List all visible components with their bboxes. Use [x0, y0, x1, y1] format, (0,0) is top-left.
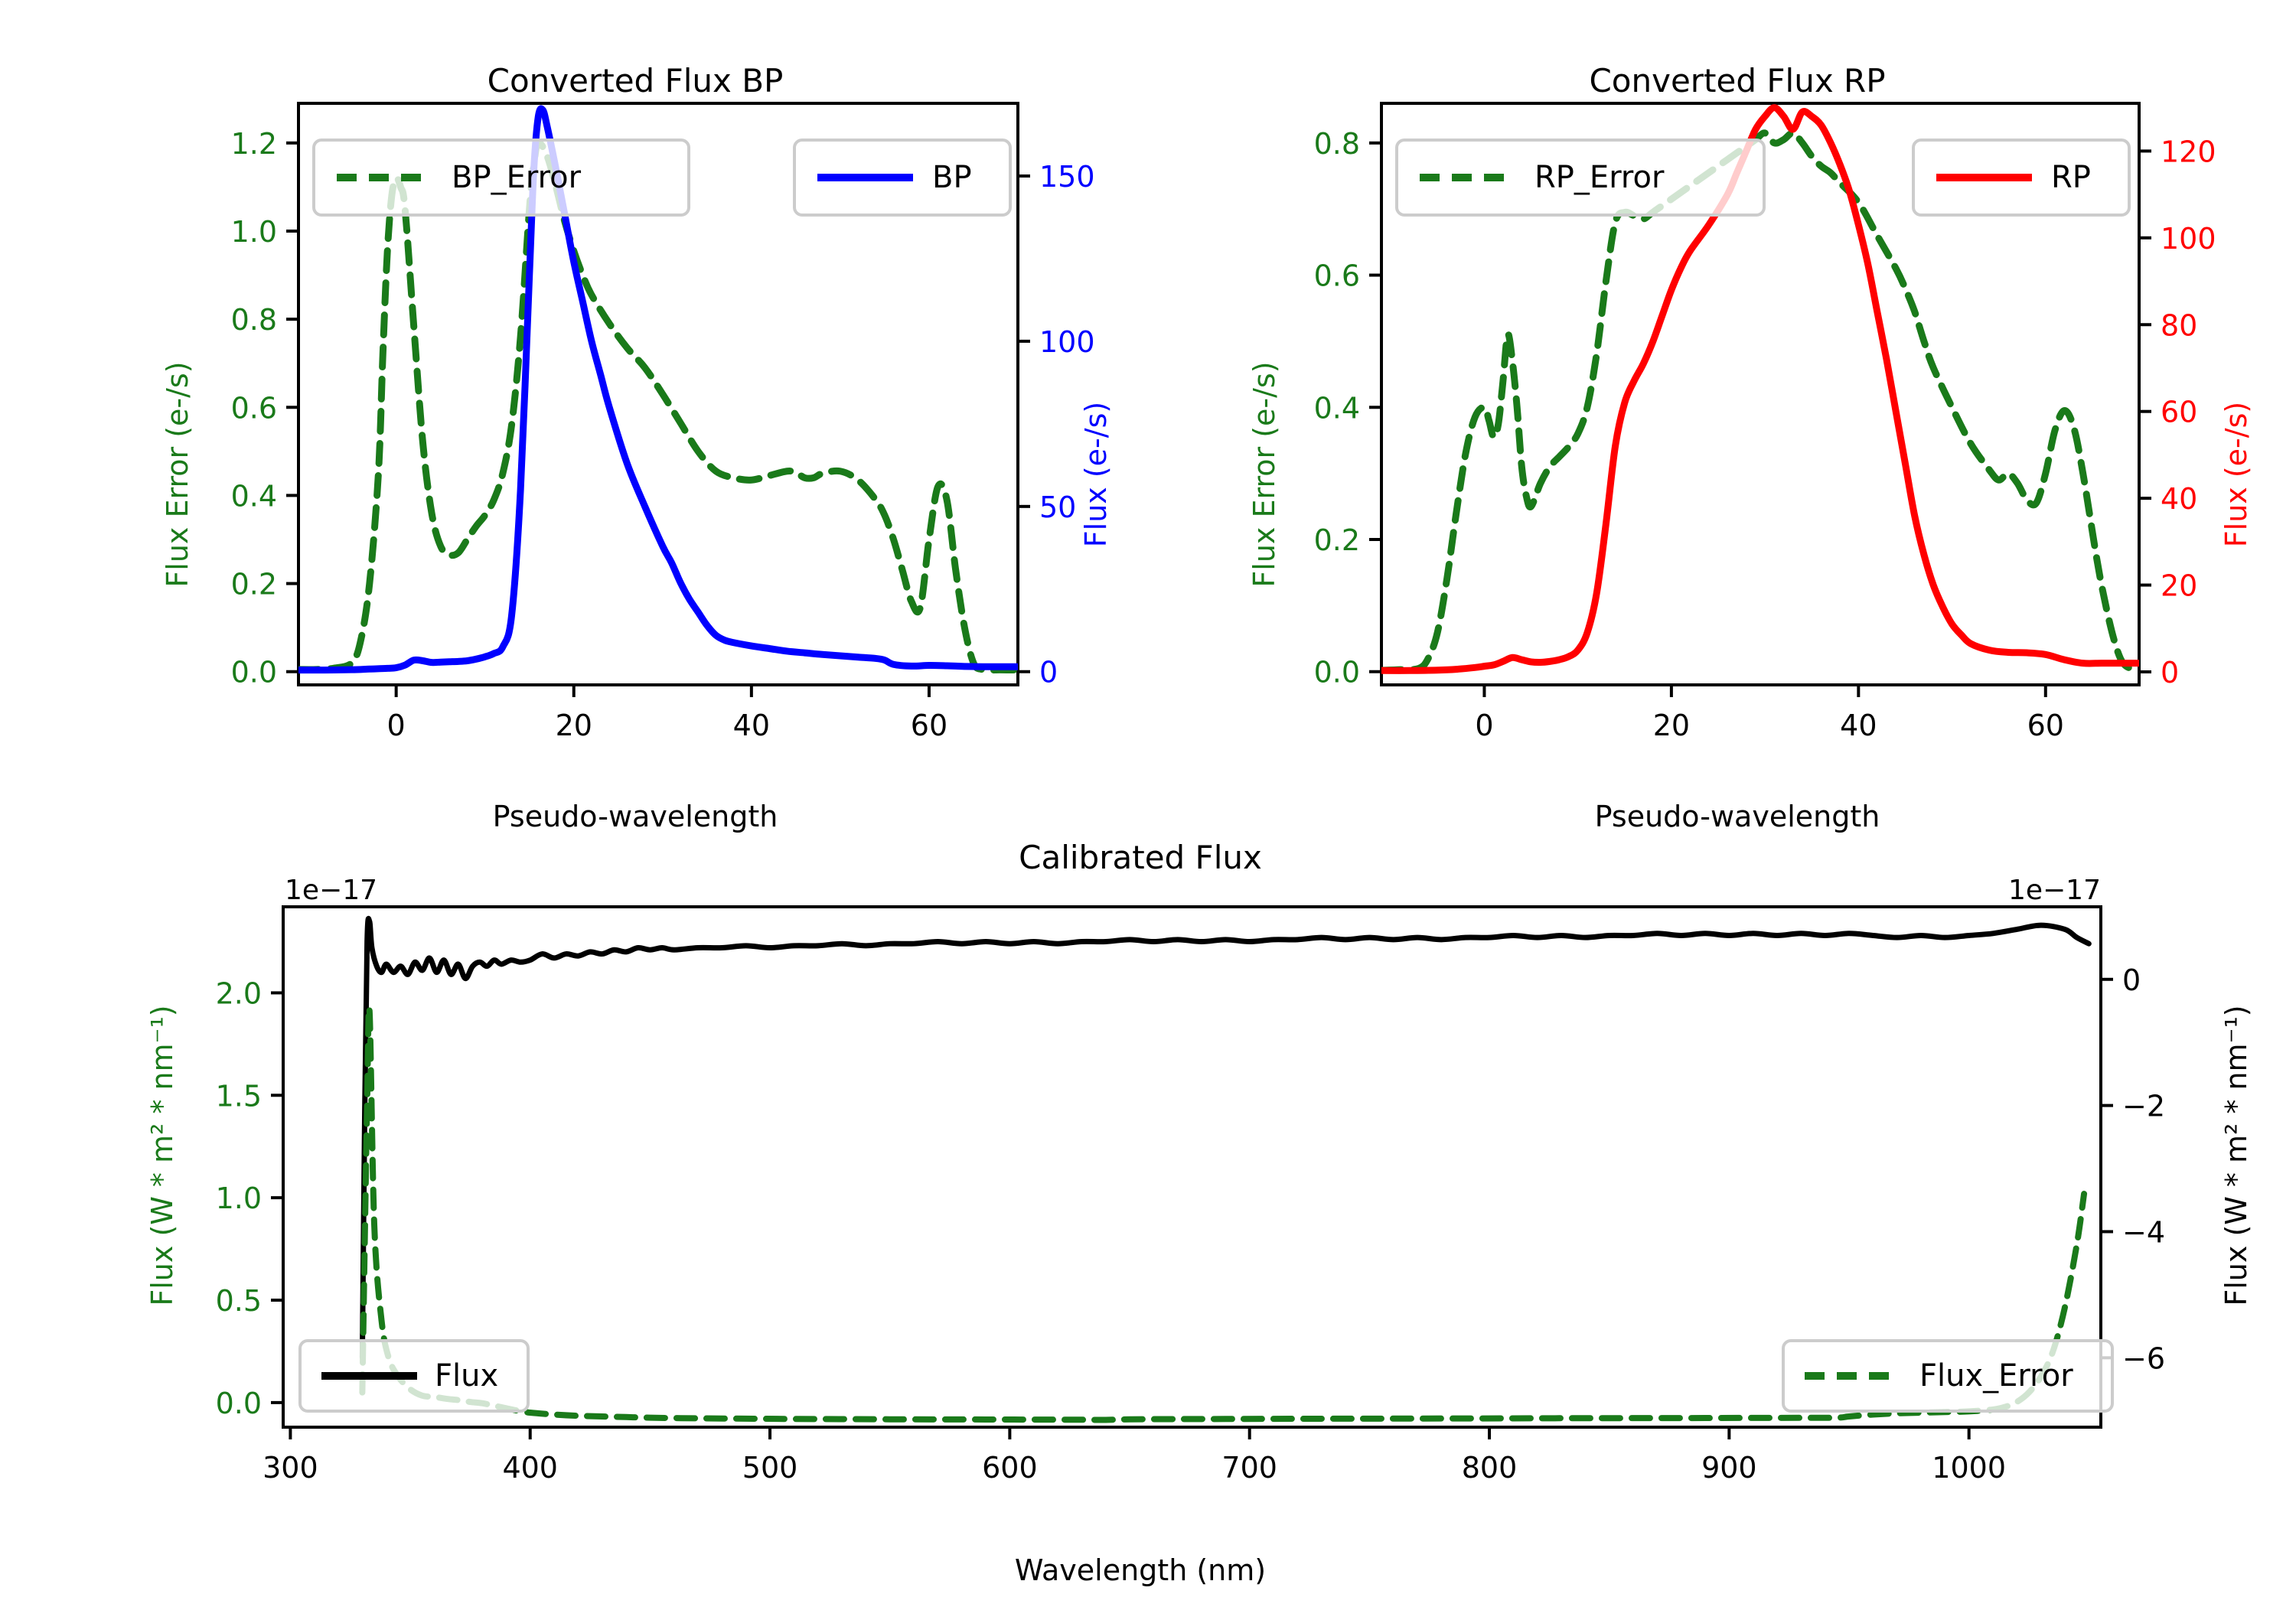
cal-x-tick-label: 900	[1701, 1451, 1757, 1485]
rp-panel-title: Converted Flux RP	[1589, 62, 1885, 99]
cal-series-flux	[359, 915, 2092, 1361]
rp-series-rp	[1381, 104, 2139, 674]
bp-series-bp	[298, 105, 1018, 674]
rp-x-tick-label: 20	[1653, 709, 1690, 742]
cal-yl-tick-label: 2.0	[216, 976, 262, 1010]
rp-yl-tick-label: 0.4	[1314, 391, 1360, 425]
rp-right-axis-label: Flux (e-/s)	[2219, 402, 2253, 547]
cal-yl-tick-label: 0.5	[216, 1284, 262, 1318]
cal-right-axis-label: Flux (W * m² * nm⁻¹)	[2219, 1005, 2253, 1305]
cal-legend-flux[interactable]: Flux	[298, 1339, 530, 1413]
panel-converted-flux-bp: Converted Flux BP 0 20 40 60 0.0 0.2 0.4 0.6 0.8…	[0, 46, 1148, 842]
panel-calibrated-flux: Calibrated Flux 1e−17 1e−17 300 400 500 600…	[0, 826, 2296, 1607]
cal-x-tick-label: 500	[742, 1451, 798, 1485]
cal-x-tick-label: 800	[1462, 1451, 1518, 1485]
bp-yr-tick-label: 100	[1039, 325, 1095, 359]
bp-yl-tick-label: 0.0	[231, 656, 277, 689]
bp-x-tick-label: 0	[387, 709, 406, 742]
bp-yl-tick-label: 0.8	[231, 303, 277, 337]
cal-x-tick-label: 1000	[1932, 1451, 2006, 1485]
bp-error-legend-label: BP_Error	[452, 160, 582, 195]
rp-error-legend-label: RP_Error	[1534, 160, 1665, 195]
bp-yr-tick-label: 0	[1039, 656, 1058, 689]
rp-yl-tick-label: 0.8	[1314, 127, 1360, 161]
bp-left-axis-label: Flux Error (e-/s)	[161, 361, 194, 587]
bp-legend-flux[interactable]: BP	[793, 139, 1012, 217]
bp-panel-title: Converted Flux BP	[488, 62, 784, 99]
rp-legend-flux[interactable]: RP	[1912, 139, 2131, 217]
bp-x-tick-label: 60	[911, 709, 947, 742]
rp-x-tick-label: 0	[1475, 709, 1493, 742]
rp-x-tick-label: 40	[1840, 709, 1877, 742]
rp-yl-tick-label: 0.2	[1314, 523, 1360, 557]
rp-yl-tick-label: 0.0	[1314, 656, 1360, 689]
cal-x-axis-label: Wavelength (nm)	[1015, 1553, 1266, 1587]
bp-yr-tick-label: 150	[1039, 160, 1095, 194]
rp-yr-tick-label: 40	[2161, 482, 2197, 516]
cal-yr-tick-label: 0	[2122, 963, 2141, 997]
cal-x-tick-label: 300	[263, 1451, 318, 1485]
bp-legend-error[interactable]: BP_Error	[312, 139, 690, 217]
cal-left-axis-label: Flux (W * m² * nm⁻¹)	[145, 1005, 179, 1305]
bp-yl-tick-label: 0.4	[231, 479, 277, 513]
bp-plot-frame	[297, 102, 1019, 686]
bp-right-axis-label: Flux (e-/s)	[1079, 402, 1113, 547]
bp-series-bp_error	[298, 139, 1018, 674]
cal-x-tick-label: 700	[1221, 1451, 1277, 1485]
rp-yr-tick-label: 20	[2161, 569, 2197, 603]
cal-yr-tick-label: −4	[2122, 1215, 2165, 1249]
cal-yl-tick-label: 1.0	[216, 1182, 262, 1215]
rp-yr-tick-label: 0	[2161, 656, 2179, 689]
cal-panel-title: Calibrated Flux	[1019, 839, 1262, 876]
bp-yl-tick-label: 1.2	[231, 127, 277, 161]
bp-x-tick-label: 40	[733, 709, 770, 742]
bp-x-tick-label: 20	[556, 709, 592, 742]
rp-yl-tick-label: 0.6	[1314, 259, 1360, 293]
cal-flux-legend-label: Flux	[435, 1358, 498, 1393]
rp-yr-tick-label: 80	[2161, 308, 2197, 342]
panel-converted-flux-rp: Converted Flux RP 0 20 40 60 0.0 0.2 0.4 0.6 0.8…	[1148, 46, 2296, 842]
bp-yl-tick-label: 0.2	[231, 568, 277, 601]
cal-flux-error-legend-label: Flux_Error	[1919, 1358, 2073, 1393]
rp-legend-error[interactable]: RP_Error	[1395, 139, 1766, 217]
cal-x-tick-label: 600	[982, 1451, 1038, 1485]
cal-left-offset-label: 1e−17	[285, 875, 377, 906]
rp-left-axis-label: Flux Error (e-/s)	[1247, 361, 1281, 587]
cal-yl-tick-label: 1.5	[216, 1079, 262, 1113]
rp-yr-tick-label: 100	[2161, 222, 2216, 256]
cal-yr-tick-label: −6	[2122, 1341, 2165, 1375]
rp-x-tick-label: 60	[2027, 709, 2064, 742]
bp-yr-tick-label: 50	[1039, 491, 1076, 524]
cal-yl-tick-label: 0.0	[216, 1387, 262, 1420]
bp-yl-tick-label: 0.6	[231, 391, 277, 425]
bp-yl-tick-label: 1.0	[231, 215, 277, 249]
cal-legend-flux-error[interactable]: Flux_Error	[1782, 1339, 2114, 1413]
rp-yr-tick-label: 60	[2161, 396, 2197, 429]
rp-x-axis-label: Pseudo-wavelength	[1595, 800, 1880, 833]
rp-flux-legend-label: RP	[2051, 160, 2091, 195]
rp-plot-frame	[1380, 102, 2141, 686]
rp-yr-tick-label: 120	[2161, 135, 2216, 168]
bp-flux-legend-label: BP	[932, 160, 972, 195]
cal-yr-tick-label: −2	[2122, 1090, 2165, 1123]
cal-x-tick-label: 400	[502, 1451, 558, 1485]
bp-x-axis-label: Pseudo-wavelength	[493, 800, 778, 833]
cal-plot-frame	[282, 905, 2102, 1429]
cal-right-offset-label: 1e−17	[2008, 875, 2101, 906]
